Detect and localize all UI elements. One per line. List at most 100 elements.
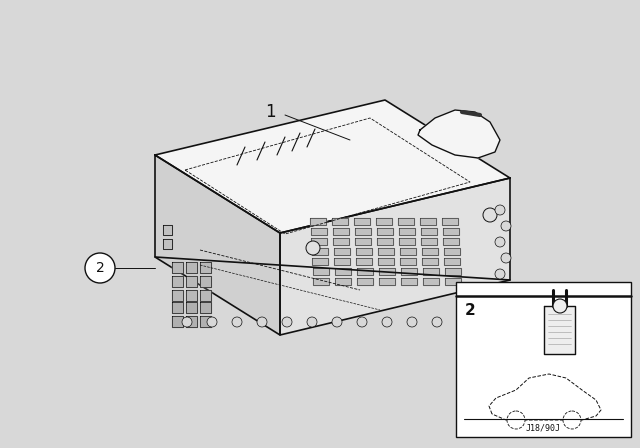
Polygon shape <box>310 218 326 225</box>
Circle shape <box>182 317 192 327</box>
Polygon shape <box>172 302 183 313</box>
Polygon shape <box>420 228 436 235</box>
Polygon shape <box>420 218 436 225</box>
Text: 2: 2 <box>95 261 104 275</box>
Polygon shape <box>335 278 351 285</box>
Polygon shape <box>401 268 417 275</box>
Polygon shape <box>378 258 394 265</box>
Circle shape <box>501 221 511 231</box>
Polygon shape <box>172 262 183 273</box>
Polygon shape <box>422 258 438 265</box>
Polygon shape <box>312 258 328 265</box>
Polygon shape <box>444 248 460 255</box>
Polygon shape <box>311 238 327 245</box>
Circle shape <box>482 317 492 327</box>
Circle shape <box>307 317 317 327</box>
Circle shape <box>432 317 442 327</box>
Polygon shape <box>445 278 461 285</box>
Circle shape <box>357 317 367 327</box>
Polygon shape <box>312 268 328 275</box>
Polygon shape <box>172 290 183 301</box>
Polygon shape <box>335 268 351 275</box>
Polygon shape <box>200 316 211 327</box>
Polygon shape <box>186 276 197 287</box>
Polygon shape <box>172 316 183 327</box>
Polygon shape <box>163 225 172 235</box>
Bar <box>456 282 631 437</box>
Polygon shape <box>355 248 371 255</box>
Polygon shape <box>356 268 372 275</box>
Polygon shape <box>200 302 211 313</box>
Polygon shape <box>442 218 458 225</box>
Polygon shape <box>186 316 197 327</box>
Circle shape <box>495 237 505 247</box>
Polygon shape <box>310 228 326 235</box>
Polygon shape <box>355 238 371 245</box>
Polygon shape <box>421 238 437 245</box>
Polygon shape <box>422 268 438 275</box>
Polygon shape <box>155 155 280 335</box>
Circle shape <box>407 317 417 327</box>
Circle shape <box>232 317 242 327</box>
Polygon shape <box>355 228 371 235</box>
Polygon shape <box>399 238 415 245</box>
Polygon shape <box>399 228 415 235</box>
Polygon shape <box>354 218 370 225</box>
Polygon shape <box>333 228 349 235</box>
Polygon shape <box>200 290 211 301</box>
Polygon shape <box>445 268 461 275</box>
Circle shape <box>495 269 505 279</box>
Polygon shape <box>172 276 183 287</box>
Text: J18/90J: J18/90J <box>525 423 561 432</box>
Circle shape <box>306 241 320 255</box>
Polygon shape <box>544 306 575 354</box>
Polygon shape <box>444 258 460 265</box>
Circle shape <box>553 299 567 313</box>
Polygon shape <box>200 276 211 287</box>
Polygon shape <box>313 278 329 285</box>
Text: 2: 2 <box>465 302 476 318</box>
Polygon shape <box>332 218 348 225</box>
Polygon shape <box>186 262 197 273</box>
Circle shape <box>495 205 505 215</box>
Circle shape <box>457 317 467 327</box>
Circle shape <box>483 208 497 222</box>
Polygon shape <box>377 238 393 245</box>
Polygon shape <box>163 239 172 249</box>
Polygon shape <box>443 238 459 245</box>
Circle shape <box>207 317 217 327</box>
Polygon shape <box>399 248 415 255</box>
Polygon shape <box>376 218 392 225</box>
Polygon shape <box>378 268 394 275</box>
Polygon shape <box>333 238 349 245</box>
Text: 1: 1 <box>265 103 275 121</box>
Polygon shape <box>379 278 395 285</box>
Polygon shape <box>333 248 349 255</box>
Circle shape <box>85 253 115 283</box>
Polygon shape <box>376 228 392 235</box>
Circle shape <box>507 411 525 429</box>
Polygon shape <box>357 278 373 285</box>
Circle shape <box>282 317 292 327</box>
Polygon shape <box>378 248 394 255</box>
Polygon shape <box>280 178 510 335</box>
Polygon shape <box>442 228 458 235</box>
Circle shape <box>257 317 267 327</box>
Polygon shape <box>186 290 197 301</box>
Polygon shape <box>400 258 416 265</box>
Circle shape <box>382 317 392 327</box>
Circle shape <box>501 253 511 263</box>
Circle shape <box>332 317 342 327</box>
Polygon shape <box>418 110 500 158</box>
Circle shape <box>563 411 581 429</box>
Polygon shape <box>186 302 197 313</box>
Polygon shape <box>334 258 350 265</box>
Polygon shape <box>155 100 510 233</box>
Polygon shape <box>356 258 372 265</box>
Polygon shape <box>422 248 438 255</box>
Polygon shape <box>398 218 414 225</box>
Polygon shape <box>401 278 417 285</box>
Polygon shape <box>423 278 439 285</box>
Polygon shape <box>200 262 211 273</box>
Polygon shape <box>312 248 328 255</box>
